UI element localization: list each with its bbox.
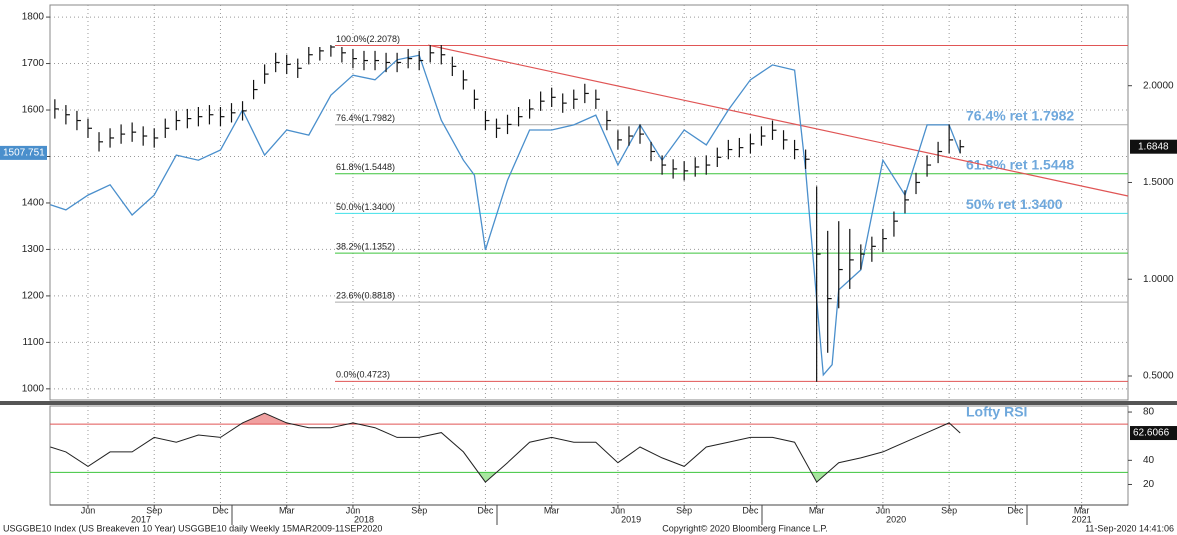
y-tick-label: 1200 [22,291,45,302]
y2-tick-label: 20 [1143,479,1155,490]
x-tick-label: Jun [611,505,626,515]
pane-separator [0,401,1177,405]
fib-label: 50.0%(1.3400) [336,202,395,212]
fib-note: 61.8% ret 1.5448 [966,157,1074,173]
y-tick-label: 1800 [22,12,45,23]
x-tick-label: Jun [876,505,891,515]
last-value-box [0,145,47,160]
fib-note: 76.4% ret 1.7982 [966,107,1074,123]
x-tick-label: Sep [146,505,162,515]
y2-tick-label: 80 [1143,407,1155,418]
last-value: 1.6848 [1138,141,1169,152]
last-value-box [1130,139,1177,154]
x-tick-label: Jun [346,505,361,515]
footer-center: Copyright© 2020 Bloomberg Finance L.P. [662,523,828,533]
price-line [50,54,961,377]
last-value: 1507.751 [3,148,45,159]
fib-label: 23.6%(0.8818) [336,290,395,300]
fib-label: 76.4%(1.7982) [336,113,395,123]
y-tick-label: 1400 [22,198,45,209]
y2-tick-label: 1.5000 [1143,177,1174,188]
x-tick-label: Mar [544,505,560,515]
rsi-pane [49,405,1129,506]
rsi-note: Lofty RSI [966,404,1027,420]
y2-tick-label: 1.0000 [1143,274,1174,285]
year-label: 2018 [354,514,374,524]
x-tick-label: Sep [676,505,692,515]
y2-tick-label: 0.5000 [1143,371,1174,382]
y-tick-label: 1300 [22,244,45,255]
y-tick-label: 1100 [22,337,44,348]
y2-tick-label: 40 [1143,455,1155,466]
x-tick-label: Sep [941,505,957,515]
last-value-box [1130,426,1177,441]
x-tick-label: Dec [742,505,759,515]
footer-right: 11-Sep-2020 14:41:06 [1085,523,1174,533]
x-tick-label: Mar [279,505,295,515]
last-value: 62.6066 [1133,428,1170,439]
year-label: 2021 [1072,514,1092,524]
year-dividers [231,505,1028,525]
fib-label: 100.0%(2.2078) [336,34,400,44]
y-tick-label: 1000 [22,383,45,394]
x-tick-label: Mar [809,505,825,515]
x-tick-label: Dec [1007,505,1024,515]
x-tick-label: Sep [411,505,427,515]
fib-label: 61.8%(1.5448) [336,162,395,172]
x-tick-label: Mar [1074,505,1090,515]
footer-left: USGGBE10 Index (US Breakeven 10 Year) US… [3,523,382,533]
trendline [427,44,1129,197]
x-tick-label: Dec [212,505,229,515]
rsi-line [50,412,961,483]
fib-label: 38.2%(1.1352) [336,241,395,251]
x-tick-label: Dec [477,505,494,515]
year-label: 2019 [621,514,641,524]
y2-tick-label: 2.0000 [1143,80,1174,91]
year-label: 2017 [131,514,151,524]
year-label: 2020 [886,514,906,524]
y-tick-label: 1700 [22,58,45,69]
y-tick-label: 1600 [22,105,45,116]
x-tick-label: Jun [81,505,96,515]
fib-note: 50% ret 1.3400 [966,196,1063,212]
fib-label: 0.0%(0.4723) [336,370,390,380]
main-pane [49,4,1129,401]
